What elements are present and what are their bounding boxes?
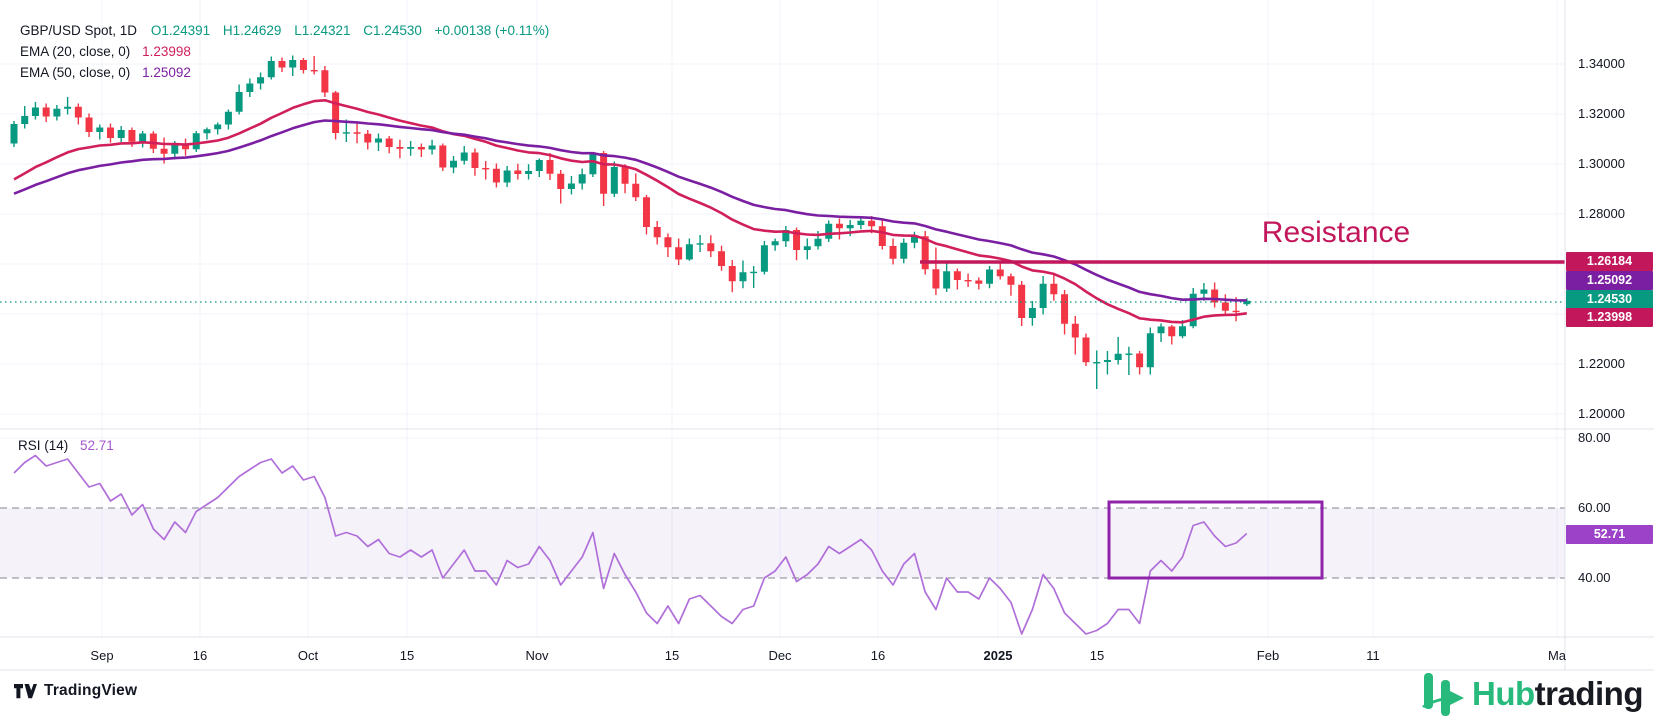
- tradingview-logo-text: TradingView: [44, 682, 138, 699]
- ema50-value: 1.25092: [142, 65, 191, 80]
- price-tick-label: 1.30000: [1578, 156, 1625, 171]
- rsi-tick-label: 60.00: [1578, 500, 1611, 515]
- tradingview-logo-icon: [14, 683, 37, 698]
- time-tick-label: 15: [1089, 648, 1105, 663]
- hubtrading-logo-text: Hubtrading: [1472, 675, 1643, 713]
- price-tick-label: 1.34000: [1578, 56, 1625, 71]
- ema20-value: 1.23998: [142, 44, 191, 59]
- time-tick-label: 2025: [983, 648, 1013, 663]
- rsi-badge: 52.71: [1566, 524, 1653, 544]
- ema50-label: EMA (50, close, 0): [20, 65, 131, 80]
- rsi-tick-label: 40.00: [1578, 570, 1611, 585]
- hubtrading-logo: Hubtrading: [1418, 670, 1643, 718]
- price-tick-label: 1.20000: [1578, 406, 1625, 421]
- hub-text-green: Hub: [1472, 675, 1535, 712]
- ema50-legend-row[interactable]: EMA (50, close, 0) 1.25092: [20, 62, 558, 83]
- ohlc-low: L1.24321: [294, 23, 351, 38]
- grid-layer: [0, 0, 1565, 637]
- price-tick-label: 1.28000: [1578, 206, 1625, 221]
- time-tick-label: 16: [870, 648, 886, 663]
- resistance-annotation-label[interactable]: Resistance: [1261, 216, 1411, 249]
- rsi-label: RSI (14): [18, 438, 69, 453]
- price-badge: 1.23998: [1566, 307, 1653, 327]
- rsi-legend-row[interactable]: RSI (14) 52.71: [18, 438, 114, 453]
- ohlc-high: H1.24629: [222, 23, 282, 38]
- rsi-tick-label: 80.00: [1578, 430, 1611, 445]
- time-tick-label: Feb: [1256, 648, 1280, 663]
- ema20-line: [13, 99, 1247, 324]
- hub-text-dark: trading: [1534, 675, 1644, 712]
- time-tick-label: Ma: [1547, 648, 1567, 663]
- ohlc-change: +0.00138 (+0.11%): [434, 23, 550, 38]
- ema20-label: EMA (20, close, 0): [20, 44, 131, 59]
- rsi-value: 52.71: [80, 438, 114, 453]
- symbol-title: GBP/USD Spot, 1D: [20, 23, 138, 38]
- price-badge: 1.24530: [1566, 289, 1653, 309]
- tradingview-attribution[interactable]: TradingView: [14, 682, 137, 700]
- ema20-legend-row[interactable]: EMA (20, close, 0) 1.23998: [20, 41, 558, 62]
- candles-layer: [10, 55, 1251, 389]
- time-tick-label: 15: [399, 648, 415, 663]
- hubtrading-logo-icon: [1422, 673, 1464, 716]
- price-tick-label: 1.22000: [1578, 356, 1625, 371]
- time-tick-label: 16: [192, 648, 208, 663]
- rsi-line: [13, 454, 1248, 635]
- time-tick-label: 15: [664, 648, 680, 663]
- price-tick-label: 1.32000: [1578, 106, 1625, 121]
- time-tick-label: Dec: [768, 648, 792, 663]
- ohlc-close: C1.24530: [363, 23, 422, 38]
- symbol-legend-row[interactable]: GBP/USD Spot, 1D O1.24391 H1.24629 L1.24…: [20, 20, 558, 41]
- rsi-highlight-box: [1107, 500, 1324, 580]
- ohlc-open: O1.24391: [150, 23, 211, 38]
- time-tick-label: Sep: [90, 648, 114, 663]
- chart-legend: GBP/USD Spot, 1D O1.24391 H1.24629 L1.24…: [20, 20, 558, 83]
- time-tick-label: Oct: [297, 648, 319, 663]
- price-badge: 1.25092: [1566, 270, 1653, 290]
- time-tick-label: 11: [1366, 648, 1380, 663]
- rsi-band-fill: [0, 508, 1565, 578]
- ema50-line: [13, 119, 1247, 302]
- time-tick-label: Nov: [525, 648, 549, 663]
- price-badge: 1.26184: [1566, 251, 1653, 271]
